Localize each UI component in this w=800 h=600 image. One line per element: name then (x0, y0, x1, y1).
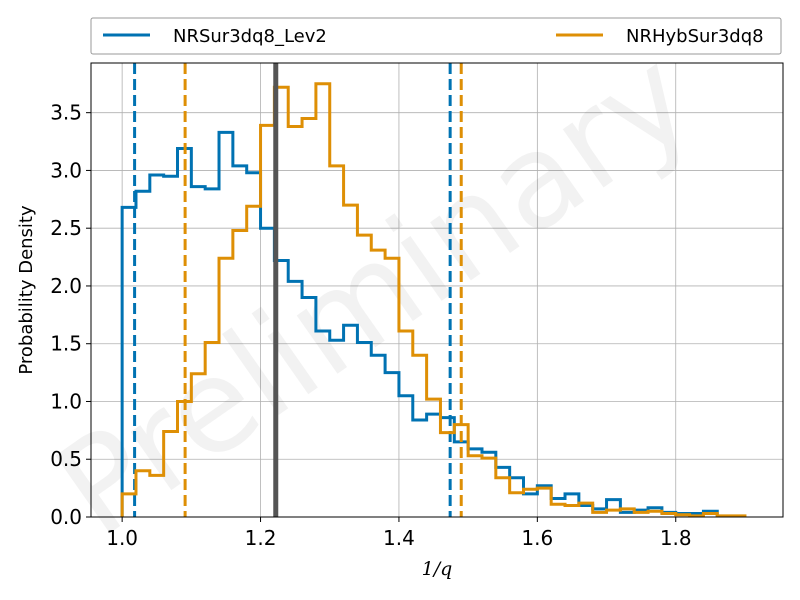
plot-frame (90, 62, 784, 518)
series-1 (120, 63, 747, 518)
series-0 (120, 63, 719, 517)
x-tick-label: 1.8 (660, 526, 692, 550)
axes-frame (90, 62, 784, 518)
y-axis-label: Probability Density (16, 205, 37, 375)
x-tick-label: 1.0 (106, 526, 138, 550)
x-tick-label: 1.2 (245, 526, 277, 550)
tick-layer: 1.0 1.2 1.4 1.6 1.8 0.0 0.5 1.0 1.5 2.0 2.5 3.0 3.5 (50, 101, 691, 550)
x-tick-label: 1.4 (383, 526, 415, 550)
series-layer (120, 63, 747, 518)
legend-box (90, 17, 782, 55)
y-tick-label: 1.0 (50, 389, 82, 413)
y-tick-label: 2.5 (50, 216, 82, 240)
y-tick-label: 0.5 (50, 447, 82, 471)
legend-label: NRSur3dq8_Lev2 (173, 26, 327, 47)
x-tick-label: 1.6 (521, 526, 553, 550)
y-tick-label: 1.5 (50, 332, 82, 356)
y-tick-label: 3.0 (50, 158, 82, 182)
y-tick-label: 2.0 (50, 274, 82, 298)
histogram-step-line (120, 130, 719, 517)
y-tick-label: 3.5 (50, 101, 82, 125)
legend-label: NRHybSur3dq8 (626, 26, 764, 47)
y-tick-label: 0.0 (50, 505, 82, 529)
legend: NRSur3dq8_Lev2 NRHybSur3dq8 (90, 17, 782, 55)
x-axis-label: 1/q (422, 558, 453, 580)
histogram-step-line (120, 82, 747, 518)
